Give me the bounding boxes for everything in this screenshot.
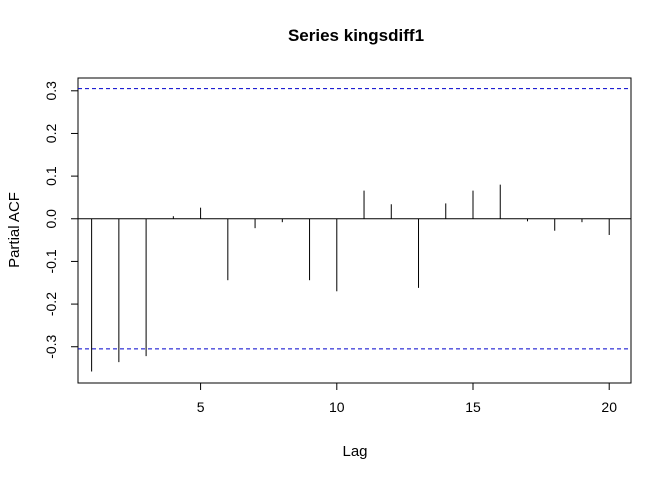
y-axis: -0.3 -0.2 -0.1 0.0 0.1 0.2 0.3 (43, 81, 78, 359)
chart-title: Series kingsdiff1 (288, 26, 424, 45)
y-tick-label: -0.1 (43, 249, 59, 273)
y-tick-label: -0.2 (43, 292, 59, 316)
y-tick-label: 0.3 (43, 81, 59, 101)
y-tick-label: 0.0 (43, 209, 59, 229)
y-tick-label: 0.1 (43, 166, 59, 186)
plot-frame (77, 77, 632, 384)
y-tick-label: 0.2 (43, 124, 59, 144)
y-axis-label: Partial ACF (6, 192, 23, 268)
x-axis-label: Lag (342, 443, 367, 460)
pacf-marks (78, 88, 631, 372)
x-tick-label: 10 (329, 399, 345, 415)
x-tick-label: 5 (197, 399, 205, 415)
y-tick-label: -0.3 (43, 334, 59, 358)
x-tick-label: 15 (465, 399, 481, 415)
x-axis: 5 10 15 20 (197, 383, 617, 415)
x-tick-label: 20 (601, 399, 617, 415)
